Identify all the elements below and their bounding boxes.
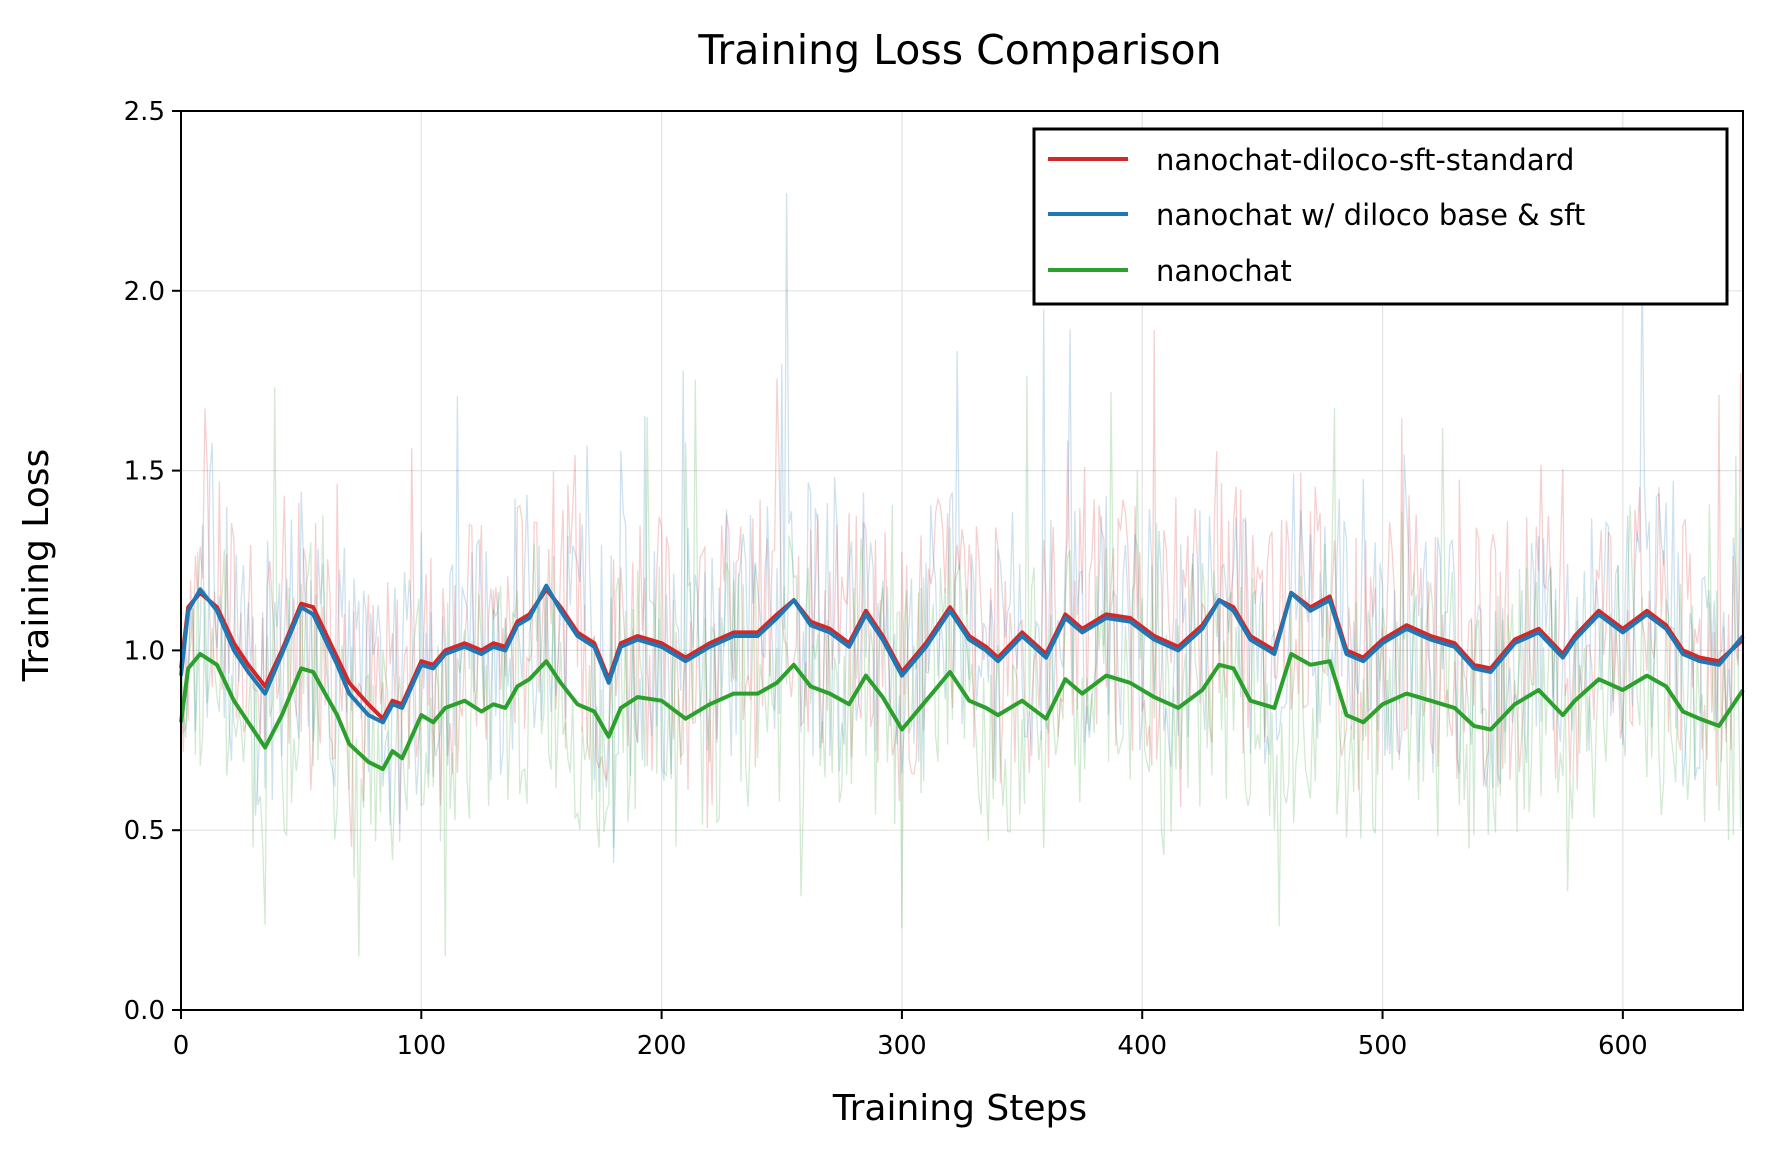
legend-label-diloco-sft-standard: nanochat-diloco-sft-standard xyxy=(1156,143,1574,177)
raw-loss-traces xyxy=(180,193,1744,957)
y-tick-label: 1.0 xyxy=(124,636,165,666)
y-tick-label: 1.5 xyxy=(124,457,165,487)
legend-label-diloco-base-sft: nanochat w/ diloco base & sft xyxy=(1156,198,1585,232)
x-tick-label: 200 xyxy=(637,1031,687,1061)
axis-ticks: 0 100 200 300 400 500 600 0.0 0.5 1.0 1.5 2.0 2.5 xyxy=(124,97,1648,1061)
x-axis-label: Training Steps xyxy=(832,1088,1087,1129)
y-tick-label: 2.0 xyxy=(124,277,165,307)
y-axis-label: Training Loss xyxy=(16,449,57,682)
y-tick-label: 0.5 xyxy=(124,816,165,846)
series-line-1 xyxy=(179,583,1745,725)
raw-trace-2 xyxy=(180,375,1744,957)
raw-trace-0 xyxy=(180,330,1744,848)
x-tick-label: 600 xyxy=(1598,1031,1648,1061)
chart-title: Training Loss Comparison xyxy=(697,26,1221,74)
raw-trace-1 xyxy=(180,193,1744,863)
x-tick-label: 500 xyxy=(1358,1031,1408,1061)
x-tick-label: 300 xyxy=(877,1031,927,1061)
x-tick-label: 100 xyxy=(396,1031,446,1061)
x-tick-label: 0 xyxy=(173,1031,190,1061)
x-tick-label: 400 xyxy=(1117,1031,1167,1061)
legend-box xyxy=(1032,127,1729,306)
y-tick-label: 2.5 xyxy=(124,97,165,127)
legend-label-nanochat: nanochat xyxy=(1156,254,1292,288)
legend: nanochat-diloco-sft-standard nanochat w/… xyxy=(1032,127,1729,306)
series-lines xyxy=(179,583,1745,772)
series-line-2 xyxy=(179,652,1745,772)
y-tick-label: 0.0 xyxy=(124,996,165,1026)
plot-frame xyxy=(180,110,1744,1011)
